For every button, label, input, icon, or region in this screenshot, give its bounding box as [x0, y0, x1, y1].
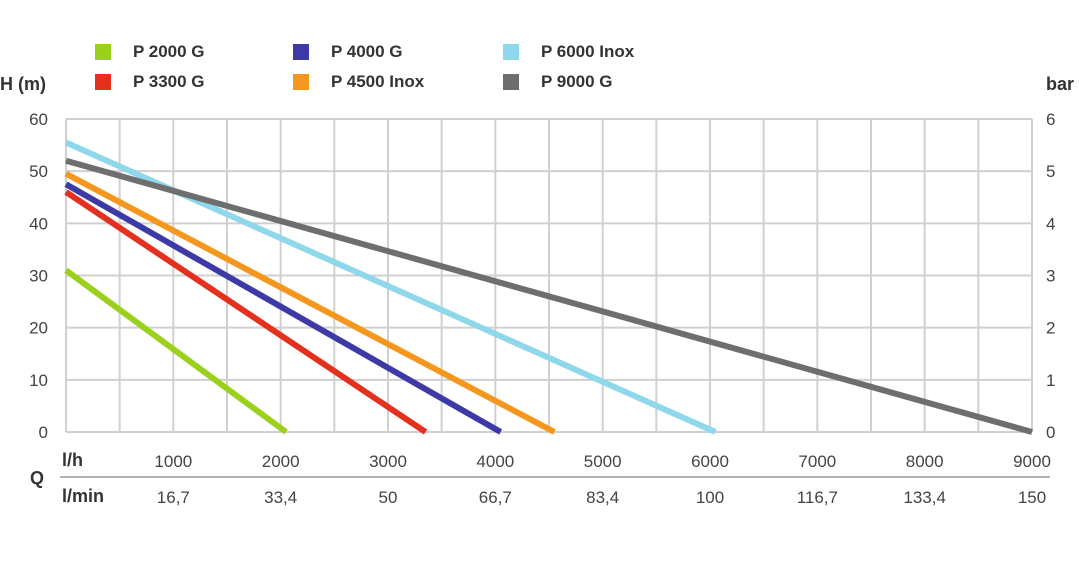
- x-tick-label-lh: 4000: [476, 452, 514, 471]
- legend-swatch: [95, 44, 111, 60]
- legend-label: P 3300 G: [133, 72, 205, 91]
- legend-item: P 4500 Inox: [293, 72, 424, 92]
- legend-label: P 4000 G: [331, 42, 403, 61]
- series-line-p-4000-g: [64, 181, 503, 435]
- legend-item: P 3300 G: [95, 72, 205, 92]
- y-tick-label: 10: [29, 371, 48, 390]
- y-tick-label: 30: [29, 267, 48, 286]
- x-tick-label-lmin: 83,4: [586, 488, 619, 507]
- x-tick-label-lmin: 133,4: [903, 488, 946, 507]
- x-tick-label-lmin: 100: [696, 488, 724, 507]
- legend-item: P 2000 G: [95, 42, 205, 62]
- legend-item: P 9000 G: [503, 72, 613, 92]
- legend-swatch: [293, 44, 309, 60]
- legend-label: P 6000 Inox: [541, 42, 635, 61]
- y-tick-label: 50: [29, 162, 48, 181]
- x-tick-label-lmin: 66,7: [479, 488, 512, 507]
- x-tick-label-lh: 9000: [1013, 452, 1051, 471]
- q-label: Q: [30, 468, 44, 488]
- x-tick-label-lh: 3000: [369, 452, 407, 471]
- x-tick-label-lmin: 33,4: [264, 488, 297, 507]
- bar-tick-label: 4: [1046, 214, 1055, 233]
- y-tick-label: 20: [29, 319, 48, 338]
- bar-axis-label: bar: [1046, 74, 1074, 94]
- x-tick-label-lmin: 150: [1018, 488, 1046, 507]
- legend-label: P 2000 G: [133, 42, 205, 61]
- legend-item: P 6000 Inox: [503, 42, 634, 62]
- bar-tick-label: 3: [1046, 267, 1055, 286]
- series-lines: [64, 139, 1033, 435]
- series-line-p-9000-g: [65, 157, 1033, 435]
- y-axis-label: H (m): [0, 74, 46, 94]
- legend-swatch: [293, 74, 309, 90]
- bar-tick-label: 5: [1046, 162, 1055, 181]
- x-tick-label-lh: 2000: [262, 452, 300, 471]
- lmin-label: l/min: [62, 486, 104, 506]
- x-tick-label-lh: 6000: [691, 452, 729, 471]
- series-line-p-2000-g: [64, 267, 288, 435]
- series-line-p-4500-inox: [64, 171, 556, 435]
- bar-tick-label: 6: [1046, 110, 1055, 129]
- y-tick-label: 40: [29, 214, 48, 233]
- x-tick-label-lh: 8000: [906, 452, 944, 471]
- bar-tick-label: 1: [1046, 371, 1055, 390]
- x-tick-label-lmin: 16,7: [157, 488, 190, 507]
- legend-swatch: [503, 44, 519, 60]
- bar-tick-label: 2: [1046, 319, 1055, 338]
- x-tick-label-lh: 5000: [584, 452, 622, 471]
- bar-tick-label: 0: [1046, 423, 1055, 442]
- x-tick-label-lmin: 50: [379, 488, 398, 507]
- lh-label: l/h: [62, 450, 83, 470]
- x-tick-label-lh: 7000: [798, 452, 836, 471]
- x-tick-label-lmin: 116,7: [797, 488, 838, 507]
- legend-label: P 9000 G: [541, 72, 613, 91]
- legend-swatch: [503, 74, 519, 90]
- legend-item: P 4000 G: [293, 42, 403, 62]
- legend-label: P 4500 Inox: [331, 72, 425, 91]
- legend-swatch: [95, 74, 111, 90]
- y-tick-label: 0: [39, 423, 48, 442]
- axes: 0 10 20 30 40 50 60 0 1 2 3 4 5 6 1000 2000 3000 4000 5000…: [29, 110, 1055, 507]
- x-tick-label-lh: 1000: [154, 452, 192, 471]
- grid: [65, 118, 1033, 433]
- y-tick-label: 60: [29, 110, 48, 129]
- series-line-p-3300-g: [64, 189, 428, 435]
